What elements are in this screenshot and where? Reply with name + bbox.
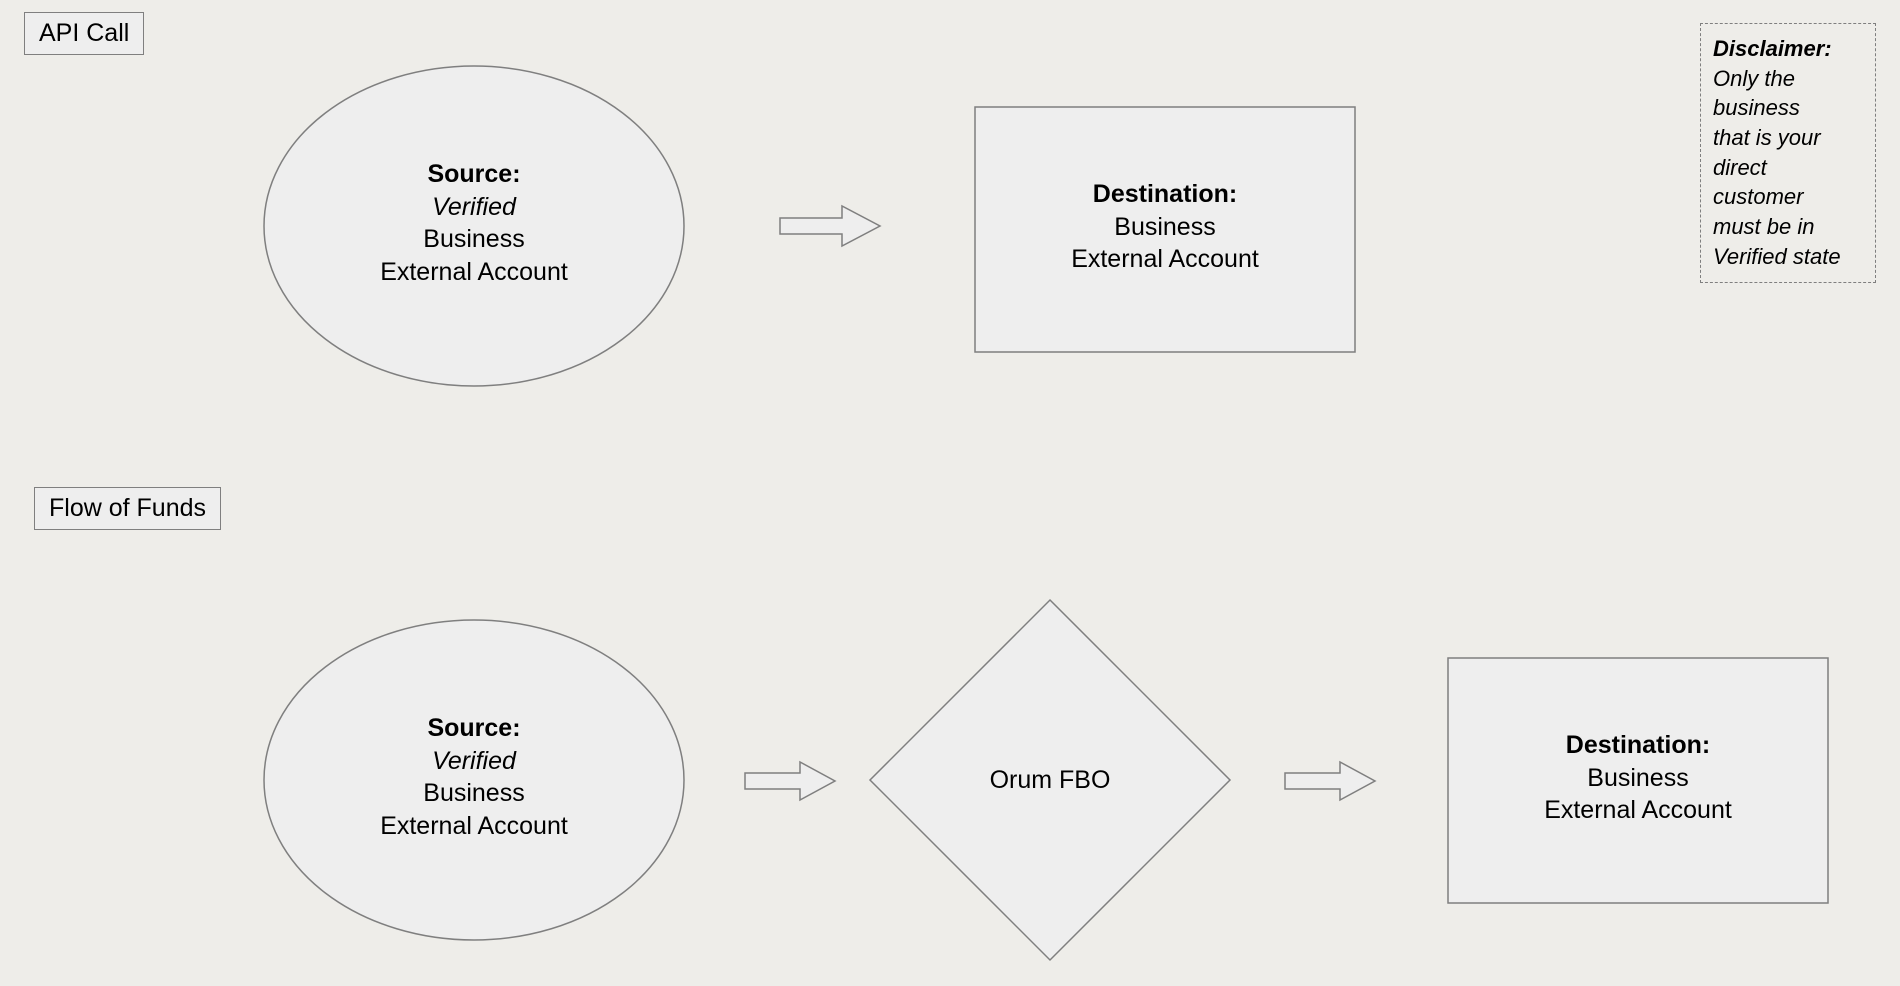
node-title: Destination: [1566,729,1710,762]
disclaimer-box: Disclaimer: Only the business that is yo… [1700,23,1876,283]
disclaimer-line: must be in [1713,214,1815,239]
flow-source-text: Source: Verified Business External Accou… [324,712,624,842]
node-title: Source: [427,158,520,191]
node-line: External Account [1544,794,1732,827]
api-source-text: Source: Verified Business External Accou… [324,158,624,288]
flow-destination-text: Destination: Business External Account [1488,729,1788,827]
node-line: Business [423,223,524,256]
node-line: External Account [1071,243,1259,276]
disclaimer-line: customer [1713,184,1803,209]
disclaimer-line: that is your [1713,125,1821,150]
api-destination-text: Destination: Business External Account [1015,178,1315,276]
disclaimer-line: Only the [1713,66,1795,91]
disclaimer-line: direct [1713,155,1767,180]
node-title: Source: [427,712,520,745]
disclaimer-line: Verified state [1713,244,1841,269]
node-title: Destination: [1093,178,1237,211]
node-line: Orum FBO [990,764,1111,797]
node-line: Verified [432,745,516,778]
node-line: Business [1587,762,1688,795]
node-line: Business [1114,211,1215,244]
node-line: External Account [380,810,568,843]
node-line: Verified [432,191,516,224]
flow-orum-fbo-text: Orum FBO [930,764,1170,797]
disclaimer-title: Disclaimer: [1713,36,1832,61]
arrow-icon [780,206,880,246]
node-line: External Account [380,256,568,289]
diagram-canvas [0,0,1900,986]
arrow-icon [745,762,835,800]
disclaimer-line: business [1713,95,1800,120]
node-line: Business [423,777,524,810]
arrow-icon [1285,762,1375,800]
